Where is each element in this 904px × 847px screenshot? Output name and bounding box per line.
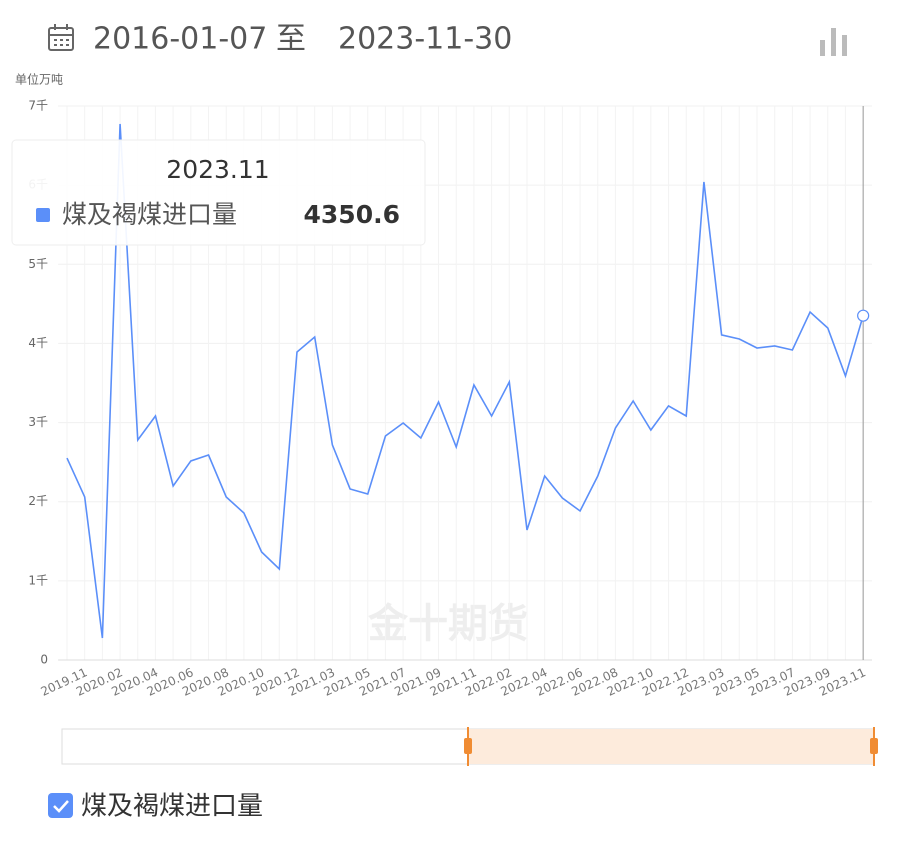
tooltip-value: 4350.6	[304, 200, 400, 229]
y-tick-label: 2千	[28, 494, 48, 508]
tooltip-title: 2023.11	[166, 155, 269, 184]
y-tick-label: 5千	[28, 257, 48, 271]
y-tick-label: 4千	[28, 336, 48, 350]
y-tick-label: 0	[40, 653, 48, 667]
date-end: 2023-11-30	[338, 22, 512, 57]
hover-point	[857, 309, 870, 322]
y-tick-label: 1千	[28, 573, 48, 587]
chart-type-icon[interactable]	[820, 28, 847, 56]
date-start: 2016-01-07	[93, 22, 267, 57]
watermark: 金十期货	[367, 601, 528, 647]
unit-label: 单位万吨	[15, 72, 63, 87]
y-tick-label: 3千	[28, 415, 48, 429]
legend-item[interactable]: 煤及褐煤进口量	[48, 792, 263, 822]
zoom-slider[interactable]	[61, 727, 878, 766]
y-tick-label: 7千	[28, 99, 48, 113]
series-line	[66, 123, 864, 639]
tooltip: 2023.11 煤及褐煤进口量 4350.6	[11, 139, 426, 246]
calendar-icon	[48, 24, 74, 51]
date-separator: 至	[276, 22, 306, 57]
tooltip-series: 煤及褐煤进口量	[62, 200, 237, 229]
legend-label: 煤及褐煤进口量	[81, 792, 263, 822]
